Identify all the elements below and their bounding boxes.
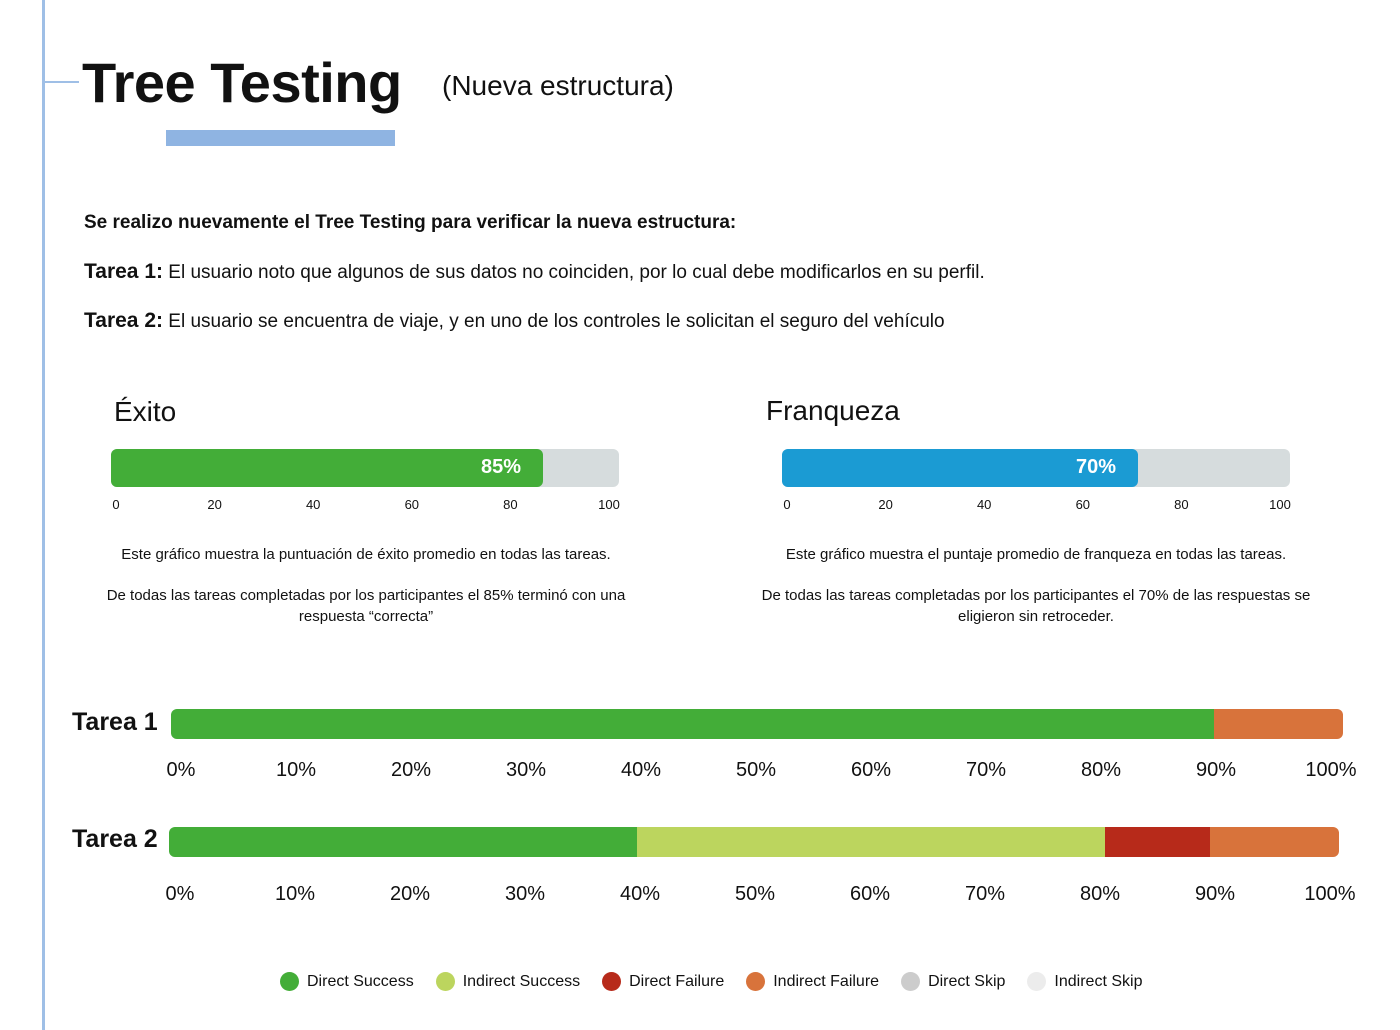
directness-description-1: Este gráfico muestra el puntaje promedio… bbox=[785, 546, 1287, 563]
task1-text: El usuario noto que algunos de sus datos… bbox=[163, 262, 985, 283]
legend-label: Direct Failure bbox=[629, 972, 725, 990]
task2-tick-label: 20% bbox=[389, 883, 431, 905]
title-underline bbox=[166, 130, 395, 146]
legend-swatch bbox=[901, 972, 921, 991]
legend-item-direct-success: Direct Success bbox=[280, 972, 414, 991]
legend-item-indirect-failure: Indirect Failure bbox=[746, 972, 879, 991]
task1-tick-label: 60% bbox=[850, 759, 892, 781]
success-tick-label: 0 bbox=[112, 497, 120, 512]
left-accent-line bbox=[42, 0, 45, 1030]
chart-legend: Direct Success Indirect Success Direct Fai… bbox=[280, 972, 1164, 991]
directness-gauge-fill bbox=[782, 449, 1138, 487]
task1-segment-indirect-failure bbox=[1214, 709, 1343, 739]
task1-tick-label: 80% bbox=[1080, 759, 1122, 781]
success-description-2: De todas las tareas completadas por los … bbox=[106, 587, 626, 625]
legend-swatch bbox=[280, 972, 299, 991]
task2-segment-direct-success bbox=[169, 827, 637, 857]
directness-tick-label: 100 bbox=[1269, 497, 1291, 512]
task2-tick-label: 50% bbox=[734, 883, 776, 905]
directness-gauge-track: 70% bbox=[782, 449, 1290, 487]
title-accent-line bbox=[42, 81, 79, 83]
task1-axis: 0% 10% 20% 30% 40% 50% 60% 70% 80% 90% 100% bbox=[167, 759, 1357, 785]
task2-axis: 0% 10% 20% 30% 40% 50% 60% 70% 80% 90% 100% bbox=[166, 883, 1356, 909]
task1-segment-direct-success bbox=[171, 709, 1214, 739]
directness-tick-label: 20 bbox=[878, 497, 893, 512]
directness-tick-label: 40 bbox=[976, 497, 992, 512]
task1-stacked-bar bbox=[171, 709, 1343, 739]
task2-tick-label: 90% bbox=[1194, 883, 1236, 905]
legend-swatch bbox=[435, 972, 455, 991]
task1-tick-label: 0% bbox=[166, 759, 196, 781]
task1-label: Tarea 1: bbox=[84, 260, 163, 283]
task1-tick-label: 20% bbox=[390, 759, 432, 781]
task2-tick-label: 70% bbox=[964, 883, 1006, 905]
directness-description-2: De todas las tareas completadas por los … bbox=[761, 587, 1311, 625]
directness-tick-label: 80 bbox=[1174, 497, 1189, 512]
task1-tick-label: 30% bbox=[505, 759, 547, 781]
directness-gauge-title: Franqueza bbox=[766, 395, 900, 426]
success-gauge-value: 85% bbox=[481, 456, 522, 478]
legend-label: Indirect Failure bbox=[773, 972, 880, 990]
task1-tick-label: 100% bbox=[1305, 759, 1357, 781]
legend-label: Indirect Success bbox=[462, 972, 581, 990]
legend-label: Direct Success bbox=[307, 972, 414, 990]
success-gauge-track: 85% bbox=[111, 449, 619, 487]
success-tick-label: 40 bbox=[305, 497, 321, 512]
task2-bar-label: Tarea 2 bbox=[72, 825, 158, 853]
success-gauge-fill bbox=[111, 449, 543, 487]
task2-stacked-bar bbox=[169, 827, 1339, 857]
task2-description: Tarea 2: El usuario se encuentra de viaj… bbox=[84, 309, 945, 333]
task2-tick-label: 30% bbox=[504, 883, 546, 905]
task1-bar-label: Tarea 1 bbox=[72, 708, 158, 736]
task1-tick-label: 70% bbox=[965, 759, 1007, 781]
success-tick-label: 20 bbox=[207, 497, 222, 512]
legend-label: Indirect Skip bbox=[1054, 972, 1143, 990]
intro-lead: Se realizo nuevamente el Tree Testing pa… bbox=[84, 212, 737, 233]
legend-label: Direct Skip bbox=[928, 972, 1006, 990]
task2-segment-indirect-success bbox=[637, 827, 1105, 857]
task1-description: Tarea 1: El usuario noto que algunos de … bbox=[84, 260, 985, 284]
success-tick-label: 80 bbox=[503, 497, 518, 512]
directness-gauge-value: 70% bbox=[1076, 456, 1117, 478]
directness-tick-label: 60 bbox=[1075, 497, 1091, 512]
legend-item-direct-skip: Direct Skip bbox=[901, 972, 1005, 991]
legend-item-direct-failure: Direct Failure bbox=[602, 972, 724, 991]
task2-segment-indirect-failure bbox=[1210, 827, 1339, 857]
task2-label: Tarea 2: bbox=[84, 309, 163, 332]
task2-tick-label: 60% bbox=[849, 883, 891, 905]
task2-tick-label: 40% bbox=[619, 883, 661, 905]
task2-segment-direct-failure bbox=[1105, 827, 1210, 857]
success-tick-label: 100 bbox=[598, 497, 620, 512]
task2-tick-label: 100% bbox=[1304, 883, 1356, 905]
task1-tick-label: 90% bbox=[1195, 759, 1237, 781]
page-title: Tree Testing bbox=[82, 51, 402, 114]
success-description-1: Este gráfico muestra la puntuación de éx… bbox=[121, 546, 611, 563]
legend-swatch bbox=[1027, 972, 1047, 991]
task2-tick-label: 80% bbox=[1079, 883, 1121, 905]
directness-gauge-axis: 0 20 40 60 80 100 bbox=[783, 497, 1290, 515]
task2-tick-label: 0% bbox=[165, 883, 195, 905]
task2-text: El usuario se encuentra de viaje, y en u… bbox=[163, 311, 945, 332]
legend-item-indirect-success: Indirect Success bbox=[435, 972, 581, 991]
task1-tick-label: 50% bbox=[735, 759, 777, 781]
success-gauge-title: Éxito bbox=[114, 396, 177, 427]
task1-tick-label: 10% bbox=[275, 759, 317, 781]
legend-swatch bbox=[602, 972, 622, 991]
directness-tick-label: 0 bbox=[783, 497, 791, 512]
legend-swatch bbox=[746, 972, 766, 991]
success-gauge-axis: 0 20 40 60 80 100 bbox=[112, 497, 619, 515]
page-subtitle: (Nueva estructura) bbox=[442, 70, 674, 101]
legend-item-indirect-skip: Indirect Skip bbox=[1027, 972, 1142, 991]
task2-tick-label: 10% bbox=[274, 883, 316, 905]
success-tick-label: 60 bbox=[404, 497, 420, 512]
task1-tick-label: 40% bbox=[620, 759, 662, 781]
